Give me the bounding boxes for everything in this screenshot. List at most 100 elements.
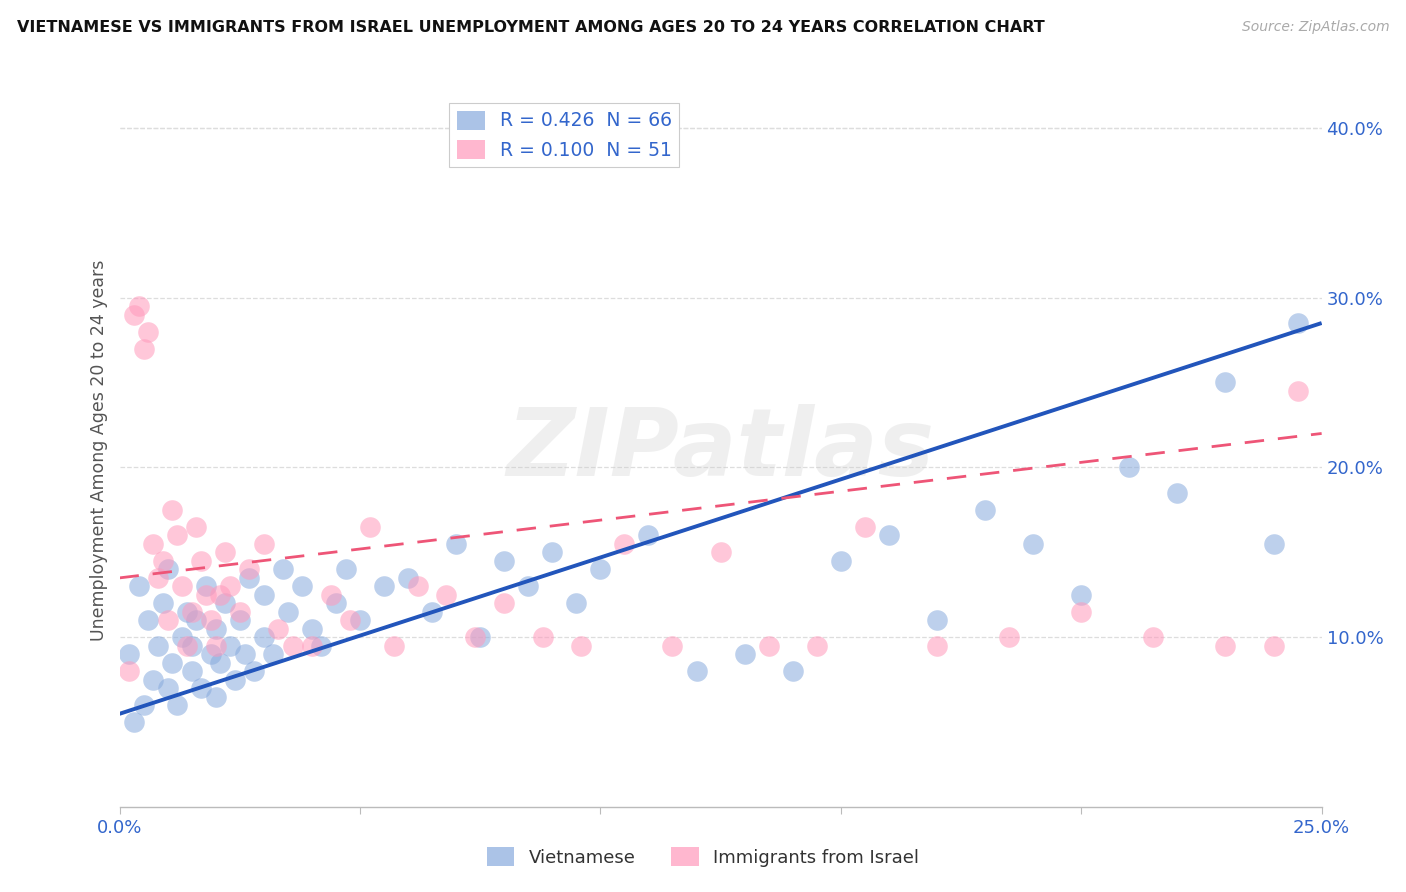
- Point: [1215, 376, 1237, 390]
- Point: [925, 639, 948, 653]
- Point: [406, 579, 429, 593]
- Point: [436, 588, 458, 602]
- Point: [253, 537, 276, 551]
- Point: [122, 715, 145, 730]
- Point: [1142, 631, 1164, 645]
- Point: [162, 656, 184, 670]
- Point: [200, 648, 222, 662]
- Point: [146, 571, 169, 585]
- Point: [373, 579, 395, 593]
- Point: [152, 596, 174, 610]
- Point: [301, 639, 323, 653]
- Point: [565, 596, 588, 610]
- Point: [1070, 588, 1092, 602]
- Point: [468, 631, 492, 645]
- Point: [146, 639, 169, 653]
- Point: [1118, 460, 1140, 475]
- Point: [301, 622, 323, 636]
- Point: [138, 325, 160, 339]
- Point: [186, 613, 208, 627]
- Point: [262, 648, 284, 662]
- Point: [209, 656, 232, 670]
- Point: [271, 562, 294, 576]
- Point: [228, 605, 252, 619]
- Point: [349, 613, 371, 627]
- Point: [228, 613, 252, 627]
- Point: [180, 639, 202, 653]
- Point: [517, 579, 540, 593]
- Point: [637, 528, 659, 542]
- Point: [128, 579, 150, 593]
- Point: [877, 528, 900, 542]
- Point: [734, 648, 756, 662]
- Point: [1166, 486, 1188, 500]
- Point: [281, 639, 304, 653]
- Point: [233, 648, 256, 662]
- Point: [142, 537, 165, 551]
- Point: [998, 631, 1021, 645]
- Point: [464, 631, 486, 645]
- Point: [170, 631, 193, 645]
- Point: [128, 299, 150, 313]
- Point: [166, 698, 188, 713]
- Point: [291, 579, 314, 593]
- Point: [758, 639, 780, 653]
- Point: [253, 588, 276, 602]
- Point: [319, 588, 342, 602]
- Point: [1263, 537, 1285, 551]
- Point: [589, 562, 612, 576]
- Point: [974, 503, 997, 517]
- Point: [267, 622, 290, 636]
- Point: [180, 605, 202, 619]
- Point: [253, 631, 276, 645]
- Point: [494, 554, 516, 568]
- Point: [661, 639, 683, 653]
- Point: [531, 631, 554, 645]
- Point: [176, 639, 198, 653]
- Point: [190, 554, 212, 568]
- Point: [156, 562, 179, 576]
- Point: [224, 673, 246, 687]
- Point: [1286, 316, 1309, 330]
- Point: [132, 342, 155, 356]
- Point: [1022, 537, 1045, 551]
- Point: [204, 639, 226, 653]
- Point: [214, 545, 236, 559]
- Point: [219, 579, 242, 593]
- Point: [138, 613, 160, 627]
- Point: [494, 596, 516, 610]
- Point: [238, 571, 260, 585]
- Point: [541, 545, 564, 559]
- Point: [685, 665, 707, 679]
- Point: [925, 613, 948, 627]
- Point: [1286, 384, 1309, 398]
- Point: [359, 520, 381, 534]
- Point: [176, 605, 198, 619]
- Point: [118, 648, 141, 662]
- Point: [382, 639, 405, 653]
- Point: [190, 681, 212, 696]
- Point: [122, 308, 145, 322]
- Point: [339, 613, 361, 627]
- Point: [132, 698, 155, 713]
- Point: [162, 503, 184, 517]
- Point: [142, 673, 165, 687]
- Point: [195, 579, 218, 593]
- Point: [569, 639, 592, 653]
- Point: [311, 639, 333, 653]
- Point: [170, 579, 193, 593]
- Point: [209, 588, 232, 602]
- Text: VIETNAMESE VS IMMIGRANTS FROM ISRAEL UNEMPLOYMENT AMONG AGES 20 TO 24 YEARS CORR: VIETNAMESE VS IMMIGRANTS FROM ISRAEL UNE…: [17, 20, 1045, 35]
- Point: [1215, 639, 1237, 653]
- Point: [1263, 639, 1285, 653]
- Point: [180, 665, 202, 679]
- Point: [152, 554, 174, 568]
- Point: [204, 690, 226, 704]
- Point: [420, 605, 443, 619]
- Point: [195, 588, 218, 602]
- Legend: R = 0.426  N = 66, R = 0.100  N = 51: R = 0.426 N = 66, R = 0.100 N = 51: [450, 103, 679, 168]
- Point: [396, 571, 419, 585]
- Point: [214, 596, 236, 610]
- Point: [243, 665, 266, 679]
- Point: [238, 562, 260, 576]
